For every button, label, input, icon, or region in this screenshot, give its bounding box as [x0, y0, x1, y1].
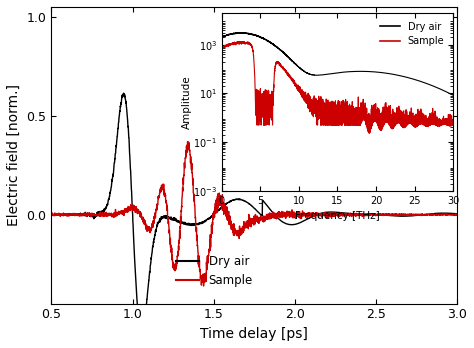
Legend: Dry air, Sample: Dry air, Sample [171, 251, 258, 292]
Y-axis label: Electric field [norm.]: Electric field [norm.] [7, 84, 21, 226]
X-axis label: Time delay [ps]: Time delay [ps] [201, 327, 308, 341]
